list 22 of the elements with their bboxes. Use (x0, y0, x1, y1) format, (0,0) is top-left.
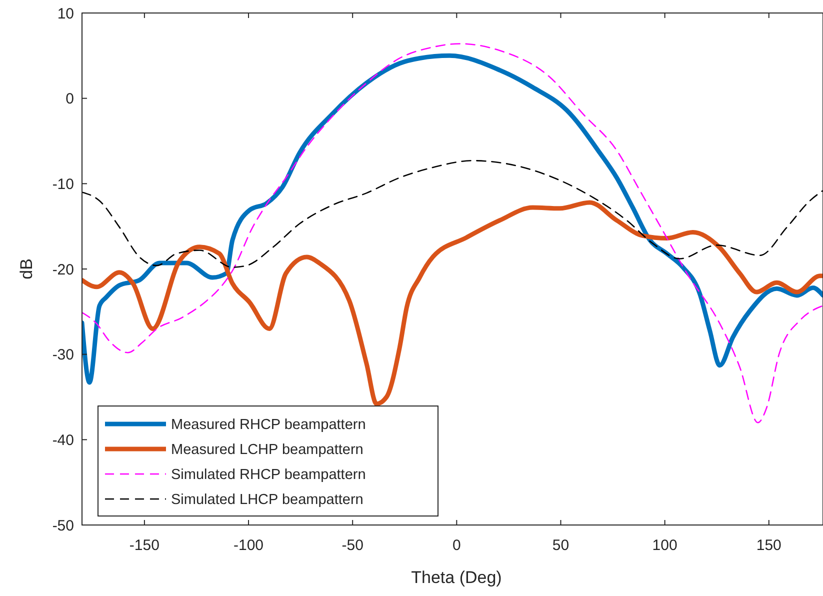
y-tick-label: -20 (52, 261, 74, 278)
y-tick-label: -10 (52, 176, 74, 193)
x-tick-label: 150 (756, 537, 782, 554)
line-series (82, 200, 823, 406)
legend-label: Measured LCHP beampattern (171, 442, 364, 458)
legend-label: Simulated RHCP beampattern (171, 467, 366, 484)
y-tick-label: -30 (52, 346, 74, 364)
y-tick-label: -50 (52, 517, 74, 534)
legend-label: Measured RHCP beampattern (171, 417, 366, 434)
x-tick-label: 0 (452, 537, 461, 554)
line-series (82, 160, 823, 268)
x-tick-label: 50 (552, 537, 570, 554)
y-axis-title: dB (17, 258, 36, 280)
legend-label: Simulated LHCP beampattern (171, 492, 364, 508)
x-axis-title: Theta (Deg) (411, 568, 502, 587)
x-tick-label: -100 (234, 537, 264, 554)
x-tick-label: -50 (342, 537, 364, 554)
x-tick-label: 100 (652, 537, 678, 554)
x-tick-label: -150 (129, 537, 160, 554)
y-tick-label: 10 (57, 5, 74, 22)
y-tick-label: -40 (52, 432, 74, 449)
y-tick-label: 0 (66, 90, 74, 108)
